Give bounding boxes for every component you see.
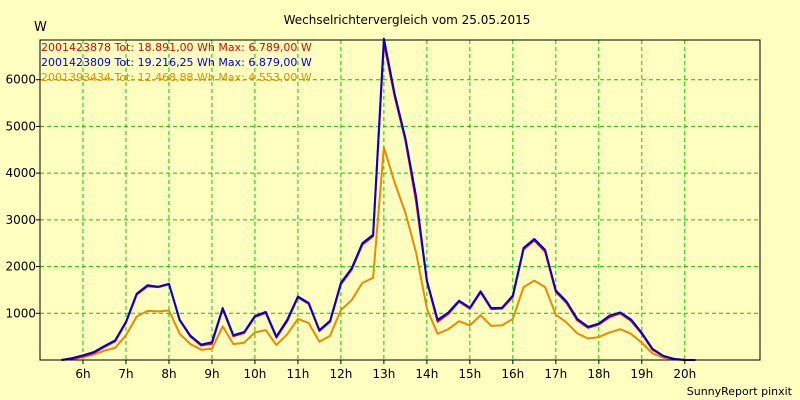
x-tick-label: 8h bbox=[161, 367, 176, 381]
x-tick-label: 15h bbox=[458, 367, 481, 381]
x-tick-label: 13h bbox=[372, 367, 395, 381]
x-tick-label: 9h bbox=[204, 367, 219, 381]
legend: 2001423878 Tot: 18.891,00 Wh Max: 6.789,… bbox=[41, 41, 312, 84]
axis-layer: 6h 7h 8h 9h 10h 11h 12h 13h 14h 15h 16h 17h 18h 19h 20… bbox=[5, 39, 761, 381]
y-tick-label: 5000 bbox=[5, 119, 36, 133]
credit-label: SunnyReport pinxit bbox=[687, 385, 793, 398]
series-line-3 bbox=[61, 146, 696, 361]
y-tick-label: 3000 bbox=[5, 213, 36, 227]
x-tick-label: 14h bbox=[415, 367, 438, 381]
x-tick-label: 20h bbox=[673, 367, 696, 381]
series-layer bbox=[61, 37, 696, 361]
x-tick-label: 10h bbox=[243, 367, 266, 381]
x-tick-label: 17h bbox=[544, 367, 567, 381]
x-tick-label: 16h bbox=[501, 367, 524, 381]
x-tick-label: 7h bbox=[118, 367, 133, 381]
x-tick-label: 6h bbox=[75, 367, 90, 381]
y-tick-label: 4000 bbox=[5, 166, 36, 180]
chart-title: Wechselrichtervergleich vom 25.05.2015 bbox=[284, 13, 531, 27]
series-line-2 bbox=[61, 37, 696, 361]
y-axis-unit: W bbox=[34, 20, 47, 35]
legend-item-2: 2001423809 Tot: 19.216,25 Wh Max: 6.879,… bbox=[41, 56, 312, 69]
legend-item-1: 2001423878 Tot: 18.891,00 Wh Max: 6.789,… bbox=[41, 41, 312, 54]
x-tick-label: 12h bbox=[329, 367, 352, 381]
plot-frame bbox=[39, 39, 761, 361]
legend-item-3: 2001393434 Tot: 12.468,88 Wh Max: 4.553,… bbox=[41, 71, 312, 84]
x-tick-label: 18h bbox=[587, 367, 610, 381]
y-tick-label: 6000 bbox=[5, 73, 36, 87]
x-tick-label: 11h bbox=[286, 367, 309, 381]
y-tick-label: 1000 bbox=[5, 306, 36, 320]
y-tick-label: 2000 bbox=[5, 260, 36, 274]
x-tick-label: 19h bbox=[630, 367, 653, 381]
